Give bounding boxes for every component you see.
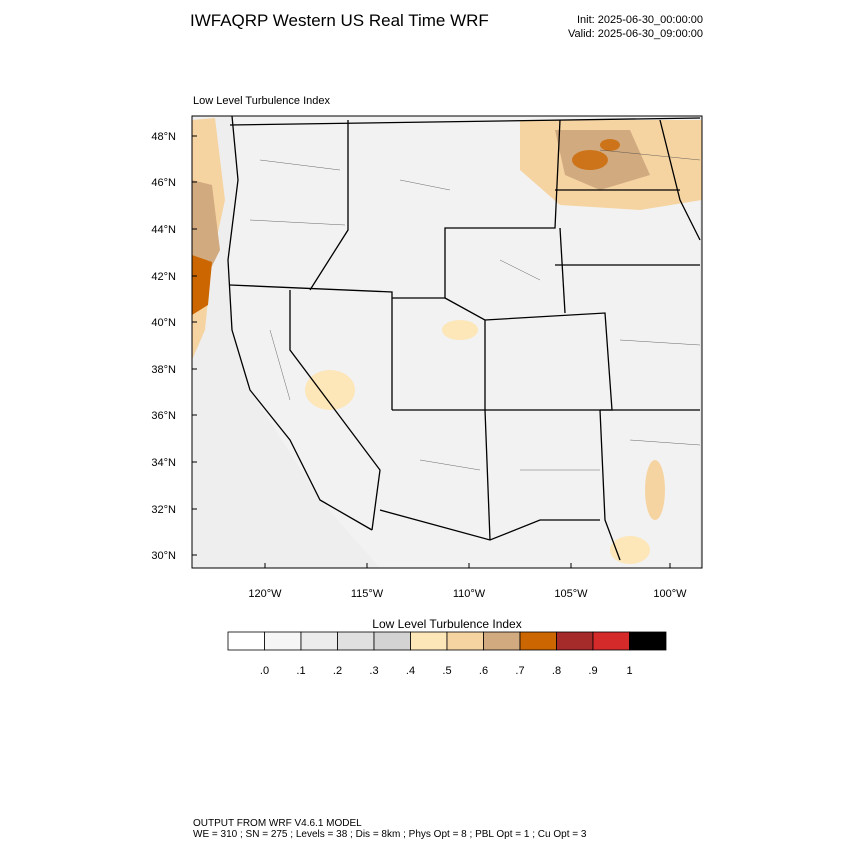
lon-label: 115°W <box>351 588 384 600</box>
colorbar-box <box>300 631 338 651</box>
colorbar-box <box>264 631 302 651</box>
colorbar-label: .2 <box>333 665 342 677</box>
lat-label: 32°N <box>151 504 176 516</box>
lon-label: 110°W <box>453 588 486 600</box>
colorbar-label: .5 <box>442 665 451 677</box>
footer-line: OUTPUT FROM WRF V4.6.1 MODEL <box>193 818 362 829</box>
lon-label: 100°W <box>653 588 687 600</box>
lat-label: 34°N <box>151 457 176 469</box>
colorbar-box <box>519 631 557 651</box>
lat-label: 36°N <box>151 410 176 422</box>
lat-label: 40°N <box>151 317 176 329</box>
colorbar-box <box>592 631 630 651</box>
lat-label: 30°N <box>151 550 176 562</box>
colorbar-title: Low Level Turbulence Index <box>372 617 521 631</box>
colorbar-box <box>227 631 265 651</box>
colorbar-label: .9 <box>588 665 597 677</box>
colorbar-box <box>373 631 411 651</box>
colorbar-label: .6 <box>479 665 488 677</box>
map-axes: 48°N 46°N 44°N 42°N 40°N 38°N 36°N 34°N 32°N 30°N… <box>151 131 687 600</box>
colorbar-label: .1 <box>296 665 305 677</box>
map <box>192 116 702 568</box>
lat-label: 46°N <box>151 177 176 189</box>
lon-label: 120°W <box>248 588 282 600</box>
colorbar-box <box>410 631 448 651</box>
lat-label: 42°N <box>151 271 176 283</box>
title: IWFAQRP Western US Real Time WRF <box>190 11 489 30</box>
valid-time: Valid: 2025-06-30_09:00:00 <box>568 28 703 40</box>
map-title: Low Level Turbulence Index <box>193 95 330 107</box>
colorbar-box <box>446 631 484 651</box>
colorbar-label: .3 <box>369 665 378 677</box>
lat-label: 48°N <box>151 131 176 143</box>
lon-label: 105°W <box>554 588 588 600</box>
lat-label: 38°N <box>151 364 176 376</box>
colorbar-label: 1 <box>626 665 632 677</box>
footer-line: WE = 310 ; SN = 275 ; Levels = 38 ; Dis … <box>193 829 587 840</box>
colorbar: .0 .1 .2 .3 .4 .5 .6 .7 .8 .9 1 <box>227 631 667 677</box>
map-frame <box>191 115 703 569</box>
colorbar-label: .0 <box>260 665 269 677</box>
colorbar-box <box>629 631 667 651</box>
colorbar-label: .4 <box>406 665 415 677</box>
colorbar-box <box>483 631 521 651</box>
init-time: Init: 2025-06-30_00:00:00 <box>577 14 703 26</box>
colorbar-box <box>337 631 375 651</box>
colorbar-box <box>556 631 594 651</box>
lat-label: 44°N <box>151 224 176 236</box>
colorbar-label: .8 <box>552 665 561 677</box>
colorbar-label: .7 <box>515 665 524 677</box>
